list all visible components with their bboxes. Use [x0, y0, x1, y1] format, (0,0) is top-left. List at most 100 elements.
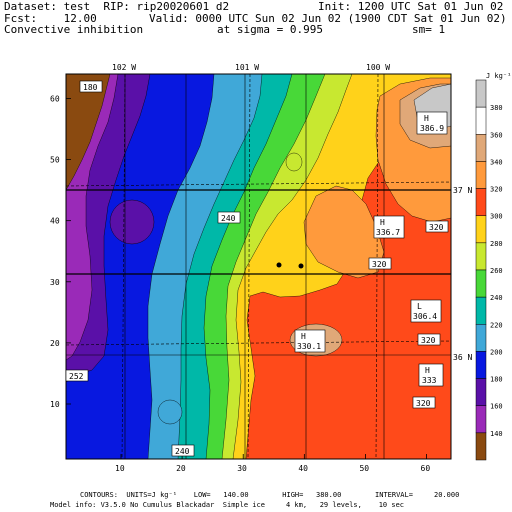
x-tick-label: 20: [176, 464, 186, 473]
colorbar-level-label: 140: [490, 430, 503, 438]
smoothing-label: sm= 1: [412, 23, 446, 36]
colorbar: 380 360 340 320 300 280 260 240 220 200 180 160 140: [475, 79, 503, 461]
colorbar-swatch: [475, 432, 487, 461]
dataset-label: Dataset: test RIP: rip20020601 d2: [4, 0, 230, 13]
colorbar-level-label: 340: [490, 158, 503, 166]
contour-label-box: [79, 80, 103, 93]
high-marker-value: 386.9: [420, 124, 444, 133]
colorbar-level-label: 180: [490, 376, 503, 384]
high-marker-value: 333: [422, 376, 437, 385]
cin-220-pocket: [157, 399, 183, 425]
contour-label-320-3: 320: [421, 336, 436, 345]
init-time-label: Init: 1200 UTC Sat 01 Jun 02: [318, 0, 504, 13]
high-marker-box: [416, 111, 448, 135]
colorbar-swatch: [475, 269, 487, 298]
y-tick-label: 40: [50, 217, 60, 226]
longitude-label-101: 101 W: [235, 63, 259, 72]
colorbar-swatch: [475, 188, 487, 216]
contour-label-240-2: 240: [175, 447, 190, 456]
y-tick-label: 20: [50, 339, 60, 348]
county-lines: [66, 74, 451, 459]
plot-frame: [65, 73, 452, 460]
colorbar-swatch: [475, 405, 487, 434]
x-tick-label: 50: [359, 464, 369, 473]
x-tick-label: 60: [421, 464, 431, 473]
high-marker-value: 336.7: [376, 228, 400, 237]
cin-140-area: [66, 74, 111, 191]
station-dot-2: [298, 263, 304, 269]
y-axis-ticks: 10 20 30 40 50 60: [50, 94, 71, 409]
x-tick-label: 10: [115, 464, 125, 473]
colorbar-swatch: [475, 215, 487, 244]
contour-label-box: [412, 396, 436, 409]
contour-label-box: [368, 257, 392, 270]
colorbar-level-label: 240: [490, 294, 503, 302]
filled-contours: [66, 74, 451, 459]
high-marker-symbol: H: [301, 332, 306, 341]
colorbar-level-label: 280: [490, 240, 503, 248]
colorbar-level-label: 360: [490, 131, 503, 139]
cin-180-pocket: [109, 199, 155, 245]
y-tick-label: 30: [50, 278, 60, 287]
latitude-line: [66, 181, 451, 346]
colorbar-swatch: [475, 296, 487, 325]
high-marker-value: 330.1: [297, 342, 321, 351]
station-dot: [276, 262, 282, 268]
colorbar-swatch: [475, 242, 487, 271]
contour-label-320-2: 320: [372, 260, 387, 269]
high-marker-symbol: H: [424, 114, 429, 123]
longitude-label-102: 102 W: [112, 63, 136, 72]
field-name-label: Convective inhibition: [4, 23, 144, 36]
colorbar-level-label: 300: [490, 213, 503, 221]
colorbar-swatch: [475, 351, 487, 379]
low-marker-value: 306.4: [413, 312, 437, 321]
high-marker-box: [373, 215, 405, 239]
contour-label-box: [217, 211, 241, 224]
colorbar-level-label: 320: [490, 186, 503, 194]
contour-label-320-4: 320: [416, 399, 431, 408]
colorbar-level-label: 220: [490, 321, 503, 329]
y-tick-label: 50: [50, 156, 60, 165]
colorbar-unit-label: J kg⁻¹: [486, 72, 511, 80]
x-tick-label: 40: [298, 464, 308, 473]
extrema-markers: H 386.9 H 336.7 H 330.1 H 333 L 306.4: [294, 111, 448, 387]
contour-label-320: 320: [429, 223, 444, 232]
latitude-label-36: 36 N: [453, 353, 472, 362]
colorbar-swatch: [475, 324, 487, 352]
colorbar-level-label: 260: [490, 267, 503, 275]
contour-label-box: [171, 444, 195, 457]
colorbar-level-label: 200: [490, 348, 503, 356]
contour-info-label: CONTOURS: UNITS=J kg⁻¹ LOW= 140.00 HIGH=…: [80, 491, 460, 499]
x-axis-ticks: 10 20 30 40 50 60: [115, 454, 430, 473]
colorbar-level-label: 380: [490, 104, 503, 112]
colorbar-swatch: [475, 134, 487, 162]
high-marker-box: [294, 329, 326, 353]
y-tick-label: 60: [50, 94, 60, 103]
contour-labels: 180 240 240 320 320 320 320 252: [65, 80, 449, 457]
colorbar-swatch: [475, 161, 487, 189]
colorbar-swatch: [475, 106, 487, 135]
forecast-hour-label: Fcst: 12.00: [4, 12, 97, 25]
low-marker-symbol: L: [417, 302, 422, 311]
latitude-label-37: 37 N: [453, 186, 472, 195]
high-marker-symbol: H: [425, 366, 430, 375]
longitude-label-100: 100 W: [366, 63, 390, 72]
high-marker-symbol: H: [380, 218, 385, 227]
contour-label-box: [425, 220, 449, 233]
x-tick-label: 30: [237, 464, 247, 473]
colorbar-swatch: [475, 378, 487, 406]
high-marker-box: [418, 363, 444, 387]
y-tick-label: 10: [50, 400, 60, 409]
contour-label-box: [65, 369, 89, 382]
low-marker-box: [410, 299, 442, 323]
sigma-level-label: at sigma = 0.995: [217, 23, 323, 36]
contour-label-240: 240: [221, 214, 236, 223]
model-info-label: Model info: V3.5.0 No Cumulus Blackadar …: [50, 501, 405, 509]
cin-280-pocket: [285, 152, 303, 172]
contour-label-252: 252: [69, 372, 84, 381]
colorbar-swatch: [475, 79, 487, 108]
colorbar-level-label: 160: [490, 403, 503, 411]
contour-label-180: 180: [83, 83, 98, 92]
contour-label-box: [417, 333, 441, 346]
